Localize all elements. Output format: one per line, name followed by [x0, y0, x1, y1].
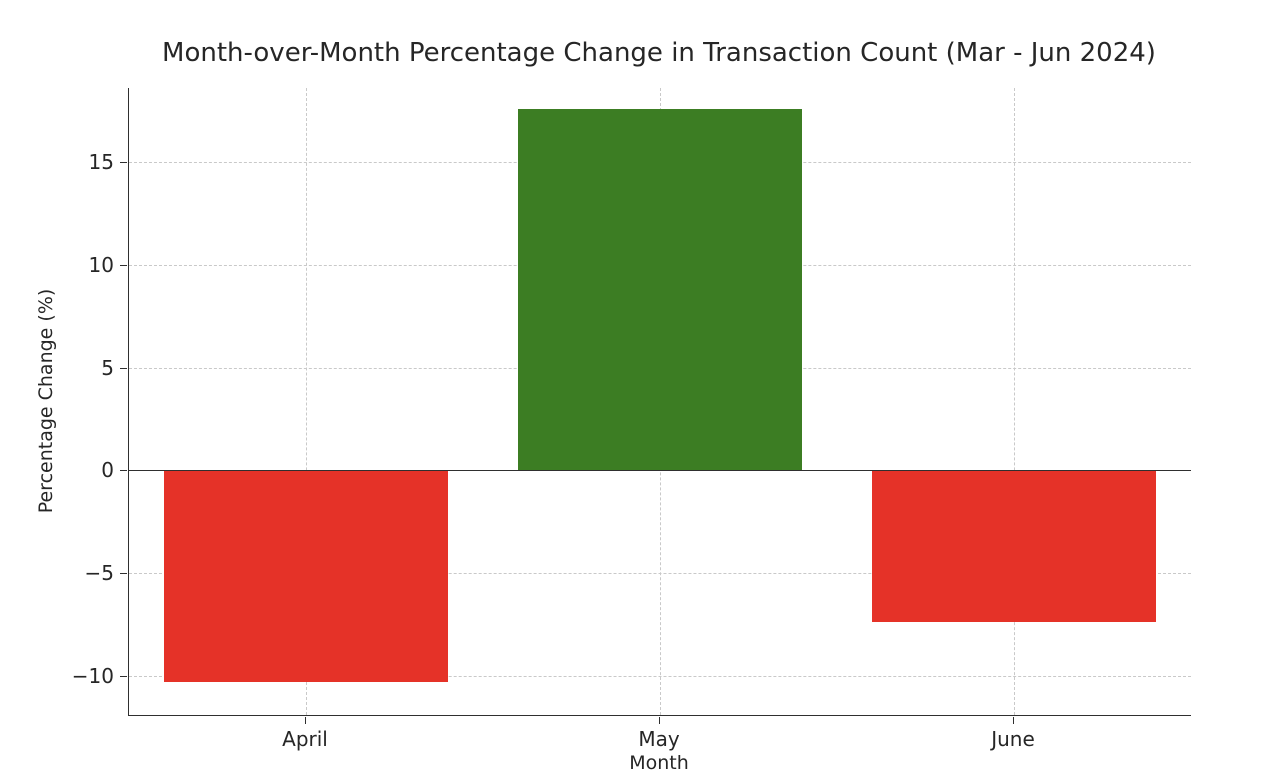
x-tick-mark — [305, 717, 306, 724]
x-tick-mark — [1013, 717, 1014, 724]
bar-june — [872, 470, 1156, 623]
gridline-vertical — [306, 88, 307, 715]
y-tick-label: −10 — [71, 663, 114, 688]
y-tick-label: −5 — [84, 561, 114, 586]
y-tick-mark — [120, 675, 127, 677]
y-tick-label: 10 — [88, 252, 114, 277]
x-tick-label: May — [638, 727, 680, 751]
gridline-vertical — [1014, 88, 1015, 715]
y-tick-label: 5 — [101, 355, 114, 380]
plot-area — [128, 88, 1191, 716]
y-tick-mark — [120, 264, 127, 266]
y-tick-mark — [120, 367, 127, 369]
x-tick-label: June — [991, 727, 1035, 751]
y-tick-mark — [120, 162, 127, 163]
x-tick-mark — [659, 717, 660, 724]
chart-title: Month-over-Month Percentage Change in Tr… — [162, 38, 1156, 68]
x-tick-label: April — [282, 727, 328, 751]
x-axis-label: Month — [629, 752, 689, 774]
bar-april — [164, 470, 448, 683]
bar-may — [518, 108, 802, 471]
y-tick-mark — [120, 470, 127, 472]
zero-baseline — [129, 470, 1191, 472]
y-tick-label: 15 — [88, 150, 114, 174]
y-tick-label: 0 — [101, 458, 114, 483]
y-tick-mark — [120, 573, 127, 575]
